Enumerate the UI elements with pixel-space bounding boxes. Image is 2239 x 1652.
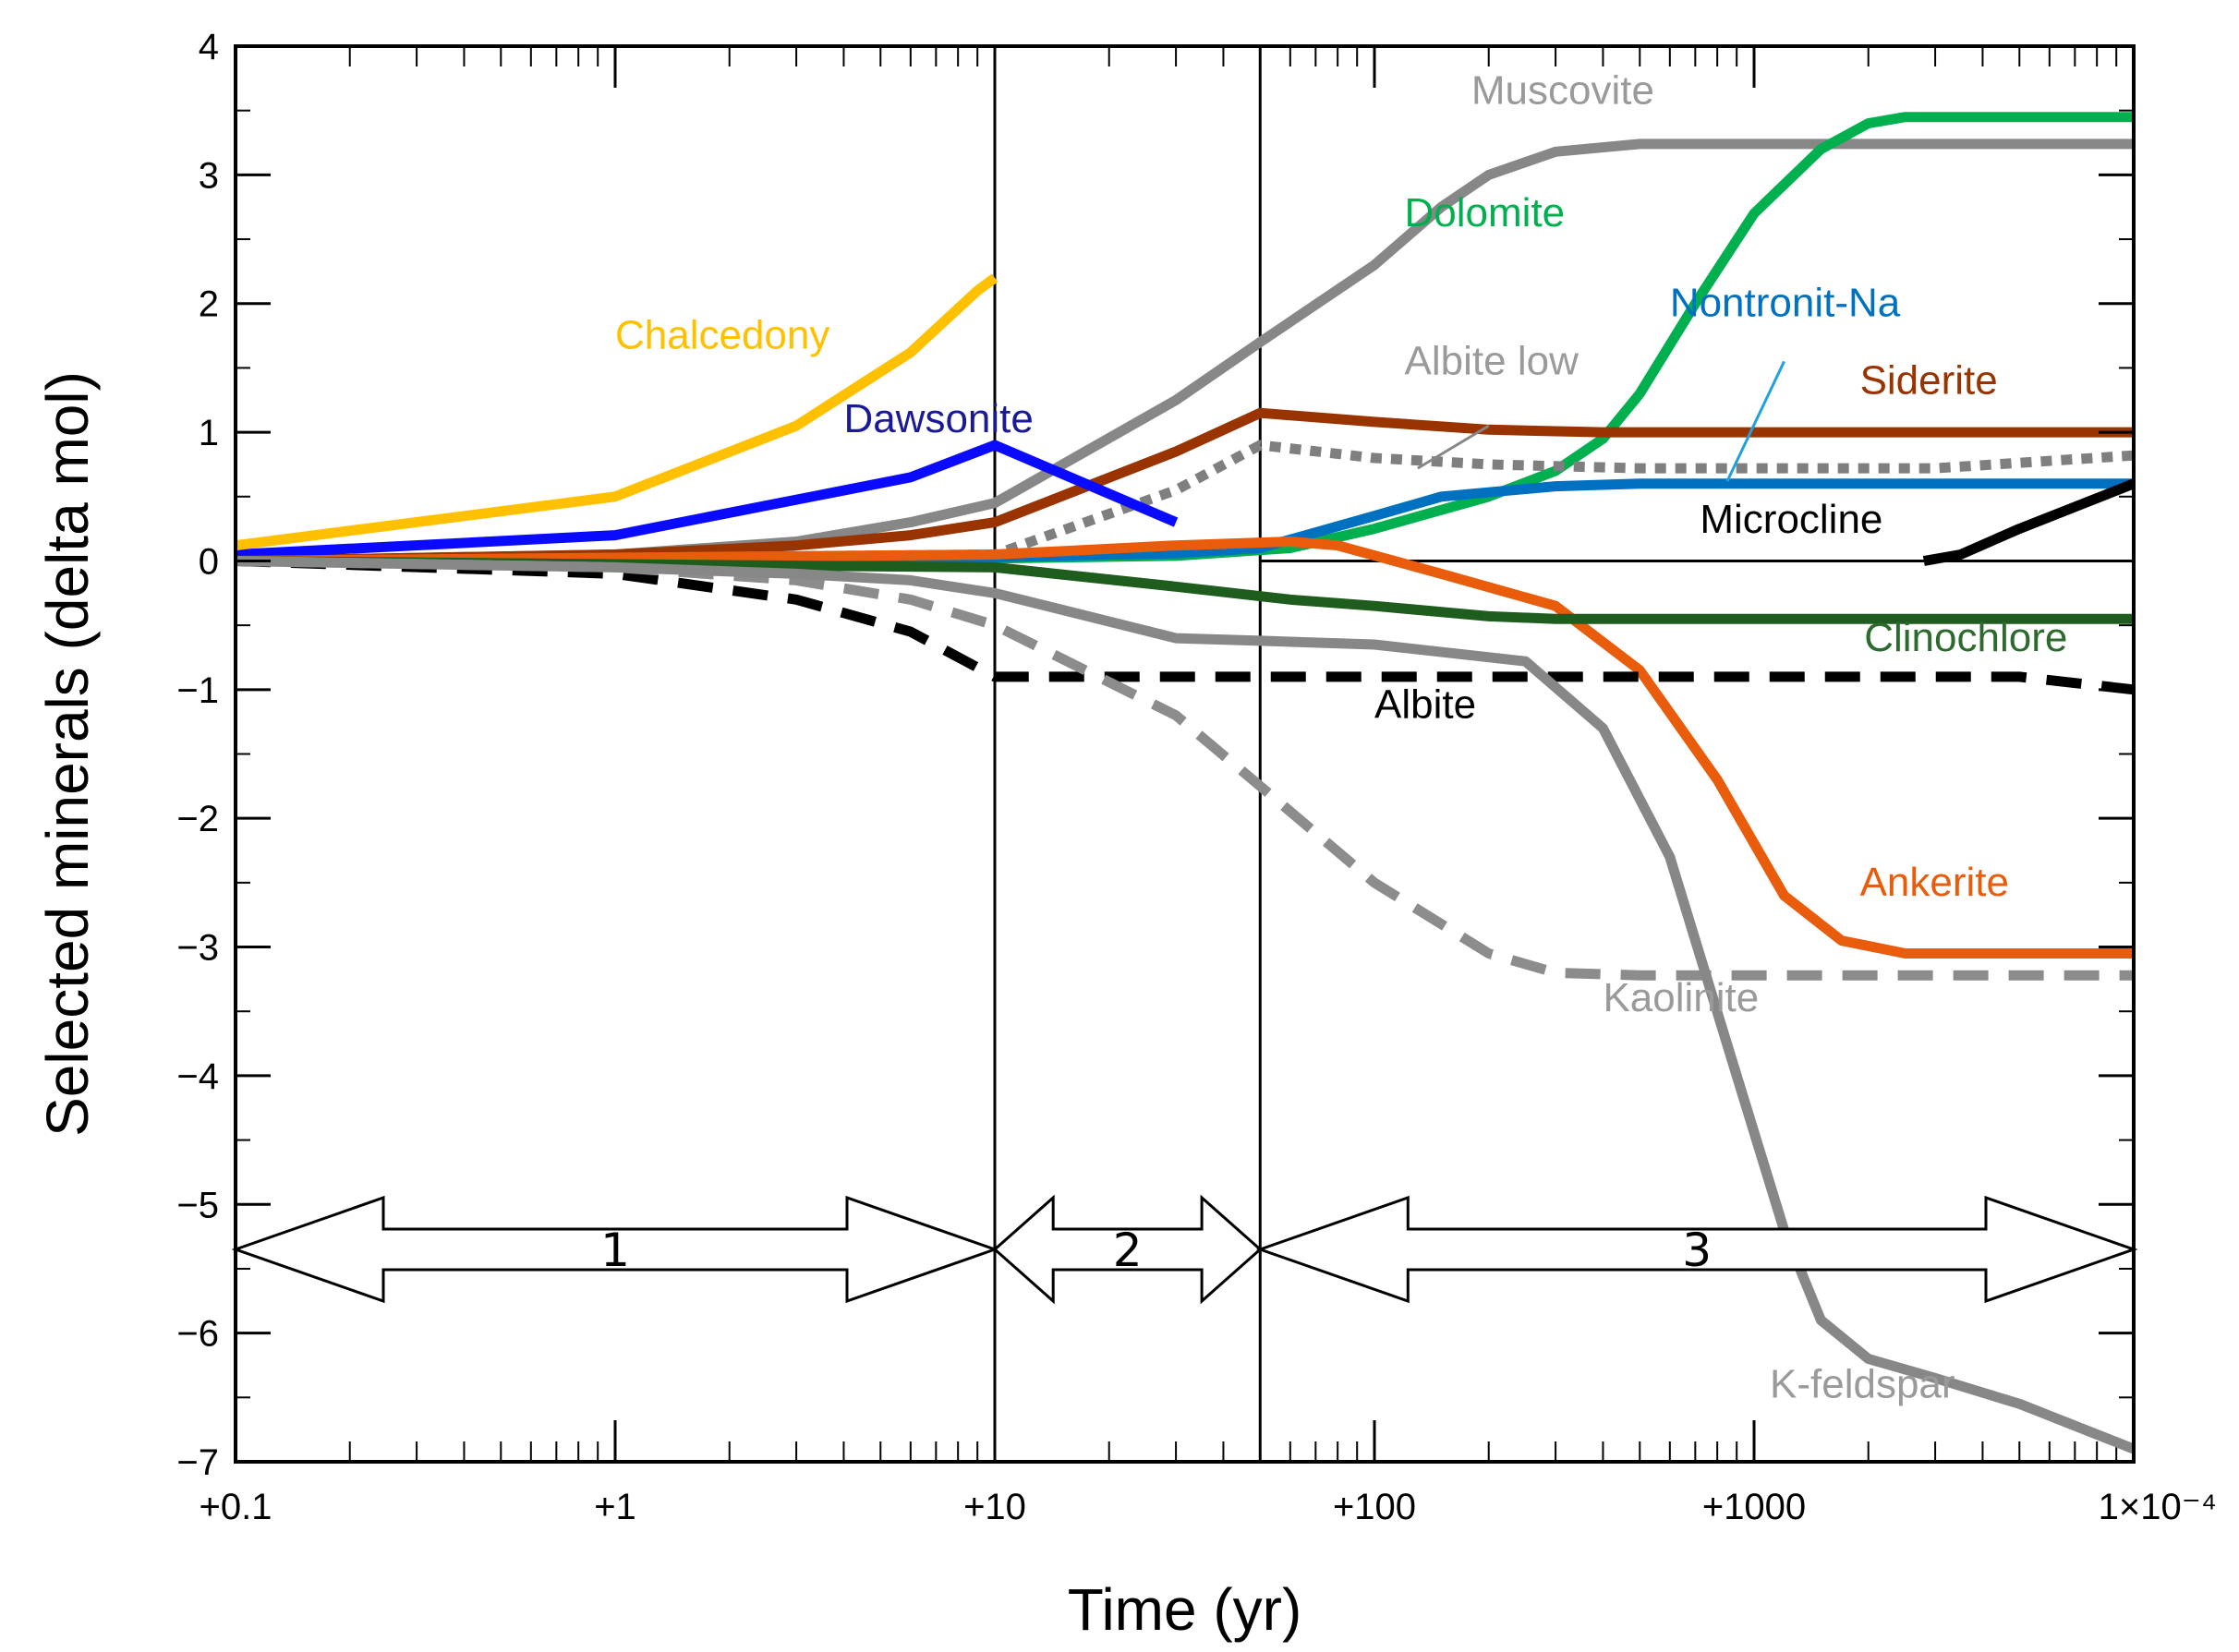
x-tick-label: +1000: [1702, 1487, 1806, 1527]
series-line-ankerite: [235, 537, 2134, 959]
y-tick-label: 2: [199, 284, 219, 325]
y-tick-label: −4: [176, 1056, 219, 1097]
albite-low-leader-line: [1417, 424, 1490, 470]
series-line-microcline: [1922, 478, 2136, 566]
series-label-chalcedony: Chalcedony: [615, 313, 829, 358]
y-tick-label: −2: [176, 799, 219, 839]
y-tick-label: −5: [176, 1185, 219, 1225]
series-label-microcline: Microcline: [1700, 497, 1882, 542]
x-tick-label: +100: [1333, 1487, 1416, 1527]
series-labels: Muscovite Dolomite Nontronit-Na Siderite Alb…: [615, 68, 2067, 1407]
nontronit-na-leader-line: [1725, 360, 1785, 482]
series-line-clinochlore: [235, 556, 2134, 624]
series-label-ankerite: Ankerite: [1860, 860, 2009, 905]
series-label-siderite: Siderite: [1860, 357, 1998, 403]
series-label-nontronit-na: Nontronit-Na: [1670, 281, 1901, 326]
series-line-chalcedony: [235, 273, 998, 551]
series-line-siderite: [235, 407, 2134, 566]
y-tick-label: −7: [176, 1442, 219, 1483]
y-axis-title: Selected minerals (delta mol): [34, 371, 101, 1137]
series-label-dawsonite: Dawsonite: [843, 396, 1033, 441]
phase-label-1: 1: [600, 1224, 630, 1277]
minor-ticks: [236, 46, 2134, 1462]
y-tick-label: 0: [199, 541, 219, 582]
x-tick-label: +0.1: [200, 1487, 272, 1527]
series-lines: [235, 112, 2136, 1454]
y-tick-label: 4: [199, 27, 219, 67]
series-label-muscovite: Muscovite: [1471, 68, 1654, 114]
y-tick-label: 3: [199, 155, 219, 196]
y-tick-label: −1: [176, 670, 219, 711]
series-label-albite: Albite: [1374, 681, 1476, 727]
y-tick-label: −3: [176, 928, 219, 969]
x-tick-label: +1: [594, 1487, 636, 1527]
series-label-albite-low: Albite low: [1405, 338, 1579, 383]
series-label-clinochlore: Clinochlore: [1864, 615, 2067, 660]
x-tick-label: +10: [963, 1487, 1026, 1527]
x-axis-title: Time (yr): [1068, 1576, 1302, 1643]
series-line-k-feldspar: [235, 556, 2136, 1454]
plot-frame: [234, 44, 2136, 1464]
series-line-kaolinite: [235, 556, 2134, 981]
axis-ticks: +0.1 +1 +10 +100 +1000 1×10⁻⁴ 4 3 2 1 0 −1 −2 −3 −4 −5 −…: [176, 27, 2217, 1527]
series-line-albite-low: [235, 440, 2135, 566]
y-tick-label: −6: [176, 1314, 219, 1355]
x-tick-label: 1×10⁻⁴: [2099, 1487, 2217, 1527]
series-line-dawsonite: [235, 440, 1179, 560]
phase-arrows: 1 2 3: [231, 1194, 2138, 1305]
y-tick-label: 1: [199, 413, 219, 453]
series-label-dolomite: Dolomite: [1405, 190, 1566, 235]
series-label-kaolinite: Kaolinite: [1603, 975, 1759, 1020]
phase-label-3: 3: [1682, 1224, 1712, 1277]
phase-label-2: 2: [1113, 1224, 1143, 1277]
series-label-k-feldspar: K-feldspar: [1770, 1361, 1955, 1406]
series-line-albite: [235, 556, 2135, 695]
